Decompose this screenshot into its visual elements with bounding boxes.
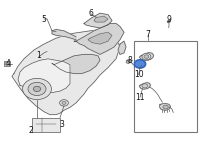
- Text: 3: 3: [60, 120, 64, 130]
- Circle shape: [23, 78, 51, 100]
- Polygon shape: [52, 29, 76, 40]
- Bar: [4, 61, 10, 66]
- Bar: [134, 41, 197, 132]
- Circle shape: [126, 61, 129, 63]
- Circle shape: [144, 55, 149, 58]
- Polygon shape: [160, 104, 170, 110]
- Polygon shape: [118, 41, 126, 54]
- Bar: [32, 118, 60, 132]
- Polygon shape: [167, 20, 170, 23]
- Circle shape: [33, 86, 41, 92]
- Polygon shape: [94, 16, 108, 22]
- Polygon shape: [140, 53, 154, 60]
- Polygon shape: [88, 32, 112, 44]
- Text: 5: 5: [41, 15, 46, 24]
- Circle shape: [134, 60, 146, 68]
- Circle shape: [5, 62, 9, 65]
- Text: 11: 11: [135, 93, 145, 102]
- Polygon shape: [12, 29, 120, 115]
- Circle shape: [28, 82, 46, 96]
- Circle shape: [142, 84, 148, 88]
- Text: 6: 6: [89, 9, 93, 19]
- Text: 8: 8: [127, 56, 132, 65]
- Text: 7: 7: [146, 30, 150, 39]
- Polygon shape: [52, 54, 100, 74]
- Polygon shape: [74, 24, 124, 54]
- Polygon shape: [140, 83, 150, 89]
- Circle shape: [142, 53, 151, 60]
- Polygon shape: [18, 59, 70, 93]
- Circle shape: [60, 100, 68, 106]
- Text: 2: 2: [29, 126, 33, 135]
- Text: 4: 4: [5, 59, 10, 69]
- Circle shape: [163, 105, 168, 109]
- Text: 1: 1: [37, 51, 41, 60]
- Circle shape: [62, 101, 66, 104]
- Text: 10: 10: [134, 70, 143, 80]
- Polygon shape: [84, 13, 112, 28]
- Polygon shape: [127, 60, 130, 63]
- Text: 9: 9: [167, 15, 171, 24]
